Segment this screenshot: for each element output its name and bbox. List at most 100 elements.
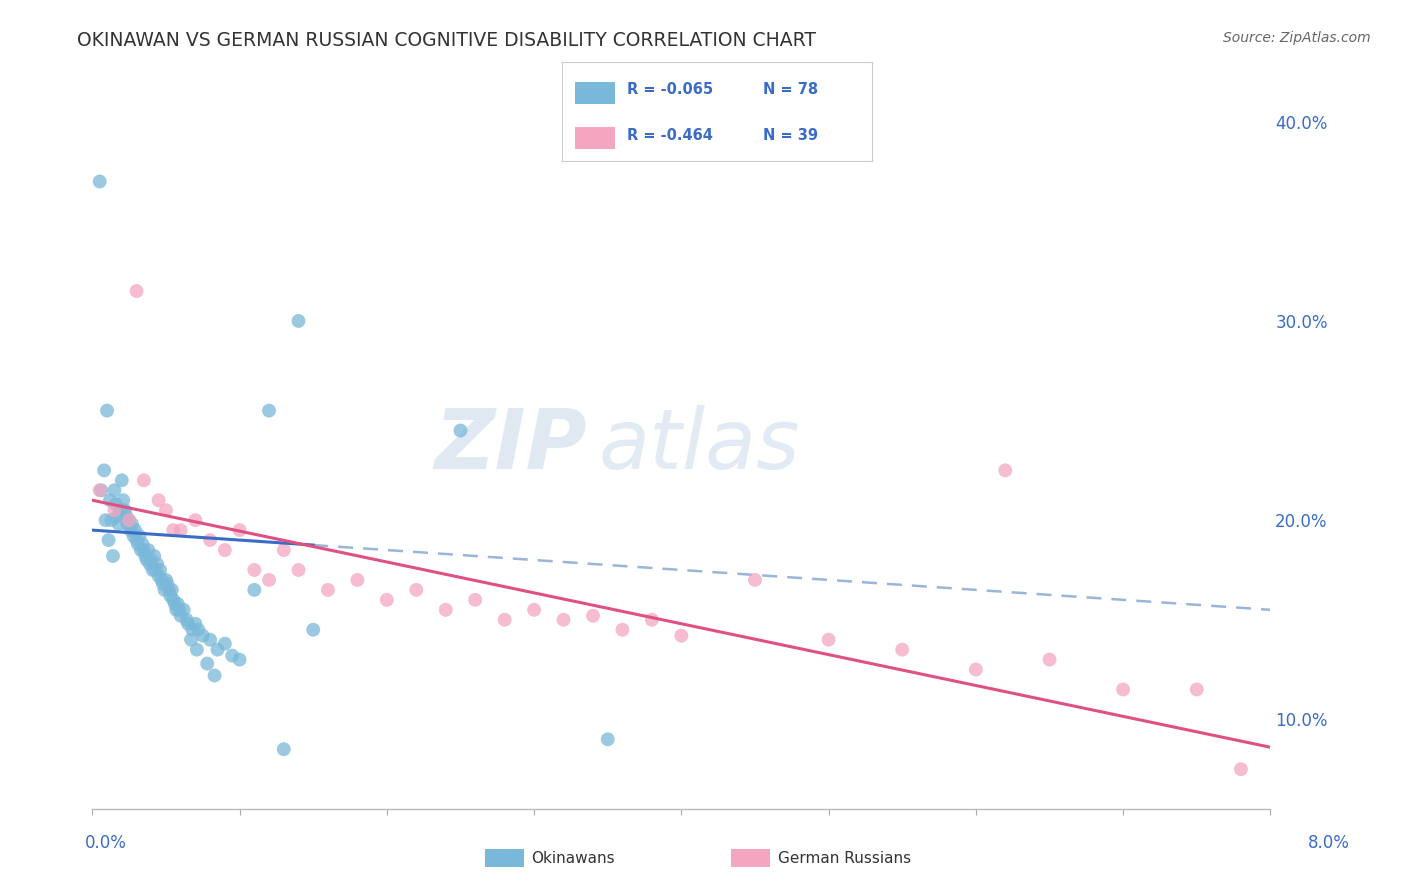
Point xyxy=(184,513,207,527)
Text: N = 78: N = 78 xyxy=(763,82,818,97)
Point xyxy=(157,582,180,597)
Point xyxy=(152,577,174,591)
Text: Okinawans: Okinawans xyxy=(531,851,614,865)
Point xyxy=(187,623,209,637)
Text: OKINAWAN VS GERMAN RUSSIAN COGNITIVE DISABILITY CORRELATION CHART: OKINAWAN VS GERMAN RUSSIAN COGNITIVE DIS… xyxy=(77,31,817,50)
Point xyxy=(375,592,398,607)
Point xyxy=(176,613,198,627)
Point xyxy=(965,663,987,677)
Point xyxy=(162,523,184,537)
Point xyxy=(464,592,486,607)
Point xyxy=(97,533,120,547)
Point xyxy=(155,573,177,587)
Point xyxy=(132,473,155,487)
Point xyxy=(134,549,156,563)
Point xyxy=(817,632,839,647)
Point xyxy=(128,529,150,543)
Point xyxy=(287,563,309,577)
Point xyxy=(302,623,325,637)
Point xyxy=(273,742,295,756)
Point xyxy=(105,509,128,524)
Point xyxy=(173,603,195,617)
Point xyxy=(162,592,184,607)
Point xyxy=(111,473,134,487)
Point xyxy=(214,637,236,651)
Point xyxy=(132,543,155,558)
Point xyxy=(135,553,157,567)
Text: atlas: atlas xyxy=(599,405,800,486)
Point xyxy=(346,573,368,587)
Point xyxy=(405,582,427,597)
Point xyxy=(257,403,280,417)
Point xyxy=(891,642,914,657)
Point xyxy=(100,513,122,527)
Point xyxy=(494,613,516,627)
Point xyxy=(450,424,472,438)
Point xyxy=(641,613,664,627)
Point xyxy=(141,553,163,567)
Point xyxy=(191,629,214,643)
Point xyxy=(1112,682,1135,697)
Point xyxy=(125,284,148,298)
Point xyxy=(150,573,173,587)
Point xyxy=(195,657,218,671)
Point xyxy=(198,533,221,547)
Point xyxy=(118,513,141,527)
Point xyxy=(145,563,167,577)
Point xyxy=(228,523,250,537)
Point xyxy=(523,603,546,617)
Point xyxy=(180,632,202,647)
Text: ZIP: ZIP xyxy=(434,405,588,486)
Point xyxy=(257,573,280,587)
Point xyxy=(204,668,226,682)
Point xyxy=(165,603,187,617)
Point xyxy=(596,732,619,747)
Point xyxy=(153,582,176,597)
Text: R = -0.464: R = -0.464 xyxy=(627,128,713,143)
Point xyxy=(114,503,136,517)
Bar xyxy=(575,128,614,149)
Point xyxy=(124,523,146,537)
Point xyxy=(744,573,766,587)
Point xyxy=(89,483,111,498)
Point xyxy=(108,517,131,532)
Point xyxy=(146,557,169,571)
Point xyxy=(671,629,693,643)
Point xyxy=(139,557,162,571)
Point xyxy=(89,174,111,188)
Point xyxy=(170,523,193,537)
Point xyxy=(103,483,125,498)
Text: 0.0%: 0.0% xyxy=(84,834,127,852)
Point xyxy=(316,582,339,597)
Point xyxy=(198,632,221,647)
Point xyxy=(136,543,159,558)
Point xyxy=(125,533,148,547)
Point xyxy=(112,493,135,508)
Text: N = 39: N = 39 xyxy=(763,128,818,143)
Point xyxy=(582,608,605,623)
Point xyxy=(434,603,457,617)
Text: 8.0%: 8.0% xyxy=(1308,834,1350,852)
Point xyxy=(96,403,118,417)
Point xyxy=(110,503,132,517)
Point xyxy=(117,517,139,532)
Point xyxy=(148,569,170,583)
Point xyxy=(115,509,138,524)
Point xyxy=(142,563,165,577)
Point xyxy=(214,543,236,558)
Point xyxy=(131,537,153,551)
Point xyxy=(221,648,243,663)
Point xyxy=(129,543,152,558)
Text: German Russians: German Russians xyxy=(778,851,911,865)
Point xyxy=(104,497,127,511)
Point xyxy=(118,513,141,527)
Point xyxy=(1038,652,1060,666)
Point xyxy=(94,513,117,527)
Text: Source: ZipAtlas.com: Source: ZipAtlas.com xyxy=(1223,31,1371,45)
Point xyxy=(243,582,266,597)
Point xyxy=(159,589,181,603)
Point xyxy=(90,483,112,498)
Point xyxy=(163,597,186,611)
Point xyxy=(127,537,149,551)
Bar xyxy=(575,82,614,103)
